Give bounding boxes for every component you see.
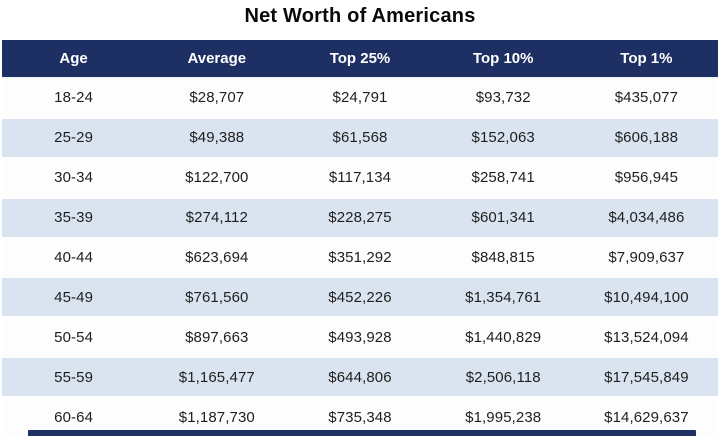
column-header-3: Top 10% — [472, 50, 534, 67]
value-cell: $1,440,829 — [465, 328, 542, 346]
table-row: 40-44 $623,694 $351,292 $848,815 $7,909,637 — [2, 238, 718, 277]
value-cell: $2,506,118 — [465, 368, 541, 386]
age-cell: 45-49 — [54, 288, 94, 306]
table-row: 50-54 $897,663 $493,928 $1,440,829 $13,524,0… — [2, 318, 718, 357]
value-cell: $493,928 — [328, 328, 392, 346]
value-cell: $28,707 — [189, 89, 245, 107]
age-cell: 18-24 — [54, 89, 94, 107]
table-row: 30-34 $122,700 $117,134 $258,741 $956,945 — [2, 158, 718, 197]
value-cell: $1,187,730 — [178, 408, 255, 426]
age-cell: 35-39 — [54, 209, 94, 227]
table-body: 18-24 $28,707 $24,791 $93,732 $435,077 25-29 $… — [2, 79, 718, 436]
value-cell: $61,568 — [332, 129, 388, 147]
table-row: 25-29 $49,388 $61,568 $152,063 $606,188 — [2, 116, 718, 159]
value-cell: $735,348 — [328, 408, 392, 426]
table-row: 45-49 $761,560 $452,226 $1,354,761 $10,494,1… — [2, 276, 718, 319]
table-row: 35-39 $274,112 $228,275 $601,341 $4,034,486 — [2, 196, 718, 239]
value-cell: $17,545,849 — [604, 368, 689, 386]
value-cell: $848,815 — [471, 249, 535, 266]
value-cell: $49,388 — [189, 129, 245, 147]
value-cell: $152,063 — [471, 129, 535, 147]
table-row: 60-64 $1,187,730 $735,348 $1,995,238 $14,629… — [2, 398, 718, 436]
value-cell: $117,134 — [328, 169, 392, 187]
value-cell: $956,945 — [614, 169, 679, 187]
age-cell: 25-29 — [54, 129, 94, 147]
value-cell: $258,741 — [471, 169, 535, 187]
value-cell: $7,909,637 — [608, 249, 685, 266]
value-cell: $4,034,486 — [608, 209, 685, 227]
value-cell: $122,700 — [185, 169, 249, 187]
value-cell: $606,188 — [614, 129, 679, 147]
age-cell: 40-44 — [54, 249, 94, 266]
column-header-1: Average — [187, 50, 247, 67]
column-header-0: Age — [59, 50, 88, 67]
value-cell: $274,112 — [185, 209, 248, 227]
value-cell: $351,292 — [328, 249, 392, 266]
age-cell: 60-64 — [54, 408, 94, 426]
age-cell: 50-54 — [54, 328, 94, 346]
bottom-cutoff-bar — [28, 430, 696, 436]
value-cell: $897,663 — [185, 328, 249, 346]
age-cell: 55-59 — [54, 368, 94, 386]
value-cell: $435,077 — [614, 89, 679, 107]
networth-table: Age Average Top 25% Top 10% Top 1% 18-24 $28,… — [2, 40, 718, 436]
value-cell: $601,341 — [471, 209, 535, 227]
column-header-2: Top 25% — [329, 50, 391, 67]
page-title: Net Worth of Americans — [244, 5, 476, 27]
value-cell: $761,560 — [185, 288, 249, 306]
value-cell: $24,791 — [332, 89, 388, 107]
value-cell: $93,732 — [475, 89, 531, 107]
table-header-row: Age Average Top 25% Top 10% Top 1% — [2, 40, 718, 79]
value-cell: $14,629,637 — [604, 408, 689, 426]
value-cell: $228,275 — [328, 209, 392, 227]
value-cell: $1,165,477 — [178, 368, 255, 386]
column-header-4: Top 1% — [620, 50, 673, 67]
value-cell: $623,694 — [185, 249, 249, 266]
table-row: 55-59 $1,165,477 $644,806 $2,506,118 $17,545… — [2, 356, 718, 399]
value-cell: $13,524,094 — [604, 328, 689, 346]
value-cell: $10,494,100 — [604, 288, 689, 306]
value-cell: $1,995,238 — [465, 408, 542, 426]
value-cell: $452,226 — [328, 288, 392, 306]
value-cell: $644,806 — [328, 368, 392, 386]
age-cell: 30-34 — [54, 169, 94, 187]
value-cell: $1,354,761 — [465, 288, 542, 306]
table-row: 18-24 $28,707 $24,791 $93,732 $435,077 — [2, 79, 718, 117]
